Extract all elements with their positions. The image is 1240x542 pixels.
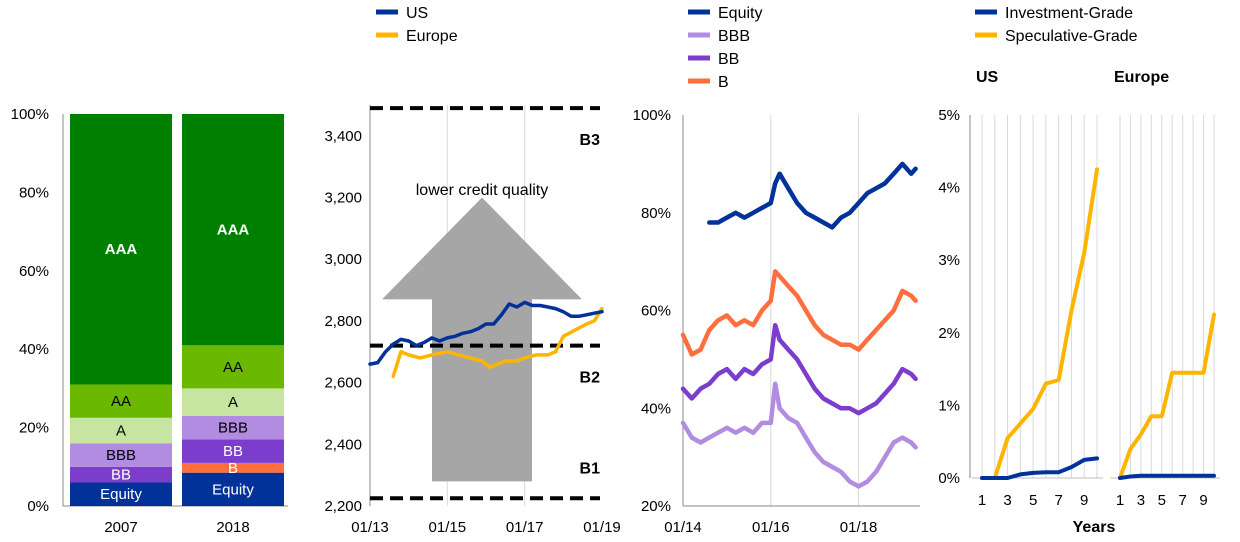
bar-2007-bbb [70, 443, 172, 467]
p3-ytick-80: 80% [641, 205, 671, 222]
bar-2007-a-label: A [116, 423, 126, 440]
p1-ytick-100: 100% [11, 106, 49, 123]
bar-2018-bb-label: BB [223, 443, 243, 460]
p4-us-xtick-1: 1 [978, 492, 986, 509]
p4-europe-xtick-7: 7 [1178, 492, 1186, 509]
bar-2018-aaa-label: AAA [217, 222, 250, 239]
lower-quality-arrow [382, 197, 582, 482]
bar-2018-bbb-label: BBB [218, 420, 248, 437]
p2-xtick-01-19: 01/19 [583, 519, 621, 536]
p1-ytick-80: 80% [19, 184, 49, 201]
p1-ytick-0: 0% [27, 498, 49, 515]
p3-xtick-01-16: 01/16 [752, 519, 790, 536]
bar-2007-aa-label: AA [111, 393, 131, 410]
bar-2018-aa [182, 345, 284, 389]
p4-ytick-0: 0% [938, 470, 960, 487]
p4-ytick-3: 3% [938, 252, 960, 269]
bar-2007-aa [70, 384, 172, 418]
p3-series-bb-line [680, 322, 918, 416]
p3-ytick-40: 40% [641, 400, 671, 417]
p2-xtick-01-15: 01/15 [429, 519, 467, 536]
p4-panel-title-us: US [976, 69, 999, 86]
p4-europe-investment-grade-line [1118, 473, 1216, 480]
p4-ytick-5: 5% [938, 107, 960, 124]
p2-ytick-3-000: 3,000 [324, 251, 362, 268]
p4-us-investment-grade-line [980, 456, 1099, 480]
p4-europe-speculative-grade-line [1118, 312, 1216, 480]
p2-series-us-line [368, 300, 604, 366]
bar-2007-bbb-label: BBB [106, 447, 136, 464]
legend-label-bbb: BBB [718, 28, 750, 45]
p1-ytick-20: 20% [19, 420, 49, 437]
p1-xtick-2018: 2018 [216, 519, 249, 536]
p4-europe-xtick-1: 1 [1116, 492, 1124, 509]
legend-label-us: US [406, 5, 428, 22]
p2-xtick-01-13: 01/13 [351, 519, 389, 536]
p3-ytick-20: 20% [641, 498, 671, 515]
p1-ytick-60: 60% [19, 263, 49, 280]
legend-label-bb: BB [718, 51, 739, 68]
p4-ytick-2: 2% [938, 325, 960, 342]
bar-2007-aaa-label: AAA [105, 241, 138, 258]
p2-ytick-2-800: 2,800 [324, 313, 362, 330]
p1-xtick-2007: 2007 [104, 519, 137, 536]
p2-ytick-3-200: 3,200 [324, 190, 362, 207]
bar-2007-bb-label: BB [111, 467, 131, 484]
p4-ytick-4: 4% [938, 180, 960, 197]
p4-us-xtick-7: 7 [1054, 492, 1062, 509]
bar-2018-b [182, 462, 284, 473]
bar-2007-bb [70, 466, 172, 483]
bar-2018-aaa [182, 114, 284, 346]
p2-ytick-2-600: 2,600 [324, 375, 362, 392]
threshold-label-b2: B2 [580, 370, 601, 387]
p4-us-xtick-9: 9 [1080, 492, 1088, 509]
legend-label-equity: Equity [718, 5, 762, 22]
p3-xtick-01-18: 01/18 [840, 519, 878, 536]
bar-2018-equity-label: Equity [212, 481, 254, 498]
p4-xlabel: Years [1073, 519, 1116, 536]
legend-label-speculative-grade: Speculative-Grade [1005, 28, 1138, 45]
bar-2018-a [182, 388, 284, 416]
legend-label-b: B [718, 74, 729, 91]
p4-panel-title-europe: Europe [1114, 69, 1169, 86]
bar-2007-equity-label: Equity [100, 486, 142, 503]
bar-2007-a [70, 417, 172, 444]
p4-europe-xtick-5: 5 [1158, 492, 1166, 509]
p4-ytick-1: 1% [938, 397, 960, 414]
p3-xtick-01-14: 01/14 [664, 519, 702, 536]
bar-2018-bbb [182, 415, 284, 440]
bar-2018-aa-label: AA [223, 359, 243, 376]
p3-series-b-line [680, 269, 918, 357]
p2-ytick-2-400: 2,400 [324, 436, 362, 453]
p2-series-europe-line [391, 306, 604, 379]
bar-2018-bb [182, 439, 284, 463]
legend-label-investment-grade: Investment-Grade [1005, 5, 1133, 22]
threshold-label-b1: B1 [580, 460, 601, 477]
p4-us-xtick-5: 5 [1029, 492, 1037, 509]
bar-2018-equity [182, 472, 284, 506]
p4-us-speculative-grade-line [980, 167, 1099, 480]
bar-2007-equity [70, 482, 172, 506]
p1-ytick-40: 40% [19, 341, 49, 358]
p3-series-equity-line [707, 161, 918, 230]
bar-2018-a-label: A [228, 394, 238, 411]
p3-ytick-60: 60% [641, 303, 671, 320]
p3-ytick-100: 100% [633, 107, 671, 124]
bar-2018-b-label: B [228, 460, 238, 477]
p2-xtick-01-17: 01/17 [506, 519, 544, 536]
p4-europe-xtick-9: 9 [1199, 492, 1207, 509]
threshold-label-b3: B3 [580, 132, 601, 149]
p4-us-xtick-3: 3 [1003, 492, 1011, 509]
legend-label-europe: Europe [406, 28, 458, 45]
p2-annotation: lower credit quality [416, 182, 549, 199]
p2-ytick-3-400: 3,400 [324, 128, 362, 145]
p3-series-bbb-line [680, 381, 918, 489]
bar-2007-aaa [70, 114, 172, 385]
p2-ytick-2-200: 2,200 [324, 498, 362, 515]
p4-europe-xtick-3: 3 [1137, 492, 1145, 509]
